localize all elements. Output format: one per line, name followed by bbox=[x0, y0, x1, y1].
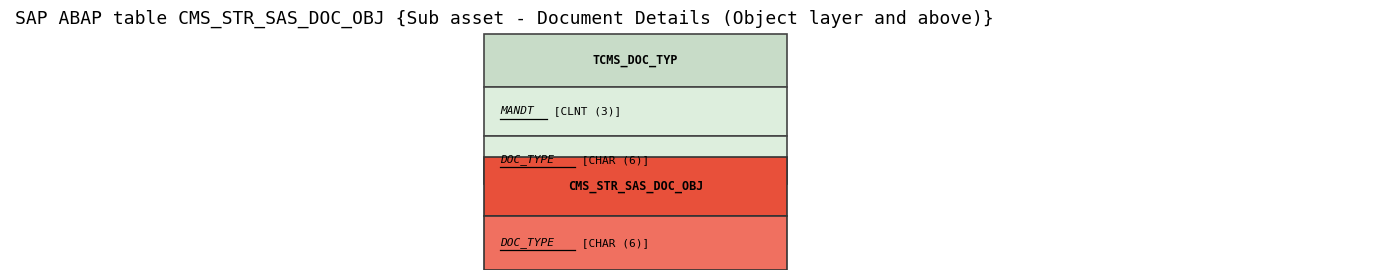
Text: MANDT: MANDT bbox=[500, 106, 534, 116]
Bar bbox=[483, 157, 787, 216]
Text: [CHAR (6)]: [CHAR (6)] bbox=[576, 238, 649, 248]
Text: CMS_STR_SAS_DOC_OBJ: CMS_STR_SAS_DOC_OBJ bbox=[568, 180, 703, 193]
Bar bbox=[483, 34, 787, 87]
Text: [CLNT (3)]: [CLNT (3)] bbox=[547, 106, 621, 116]
Text: SAP ABAP table CMS_STR_SAS_DOC_OBJ {Sub asset - Document Details (Object layer a: SAP ABAP table CMS_STR_SAS_DOC_OBJ {Sub … bbox=[15, 9, 994, 28]
Bar bbox=[483, 216, 787, 270]
Bar bbox=[483, 87, 787, 136]
Text: [CHAR (6)]: [CHAR (6)] bbox=[576, 155, 649, 165]
Text: DOC_TYPE: DOC_TYPE bbox=[500, 154, 554, 165]
Bar bbox=[483, 136, 787, 184]
Text: DOC_TYPE: DOC_TYPE bbox=[500, 237, 554, 248]
Text: TCMS_DOC_TYP: TCMS_DOC_TYP bbox=[592, 54, 678, 67]
